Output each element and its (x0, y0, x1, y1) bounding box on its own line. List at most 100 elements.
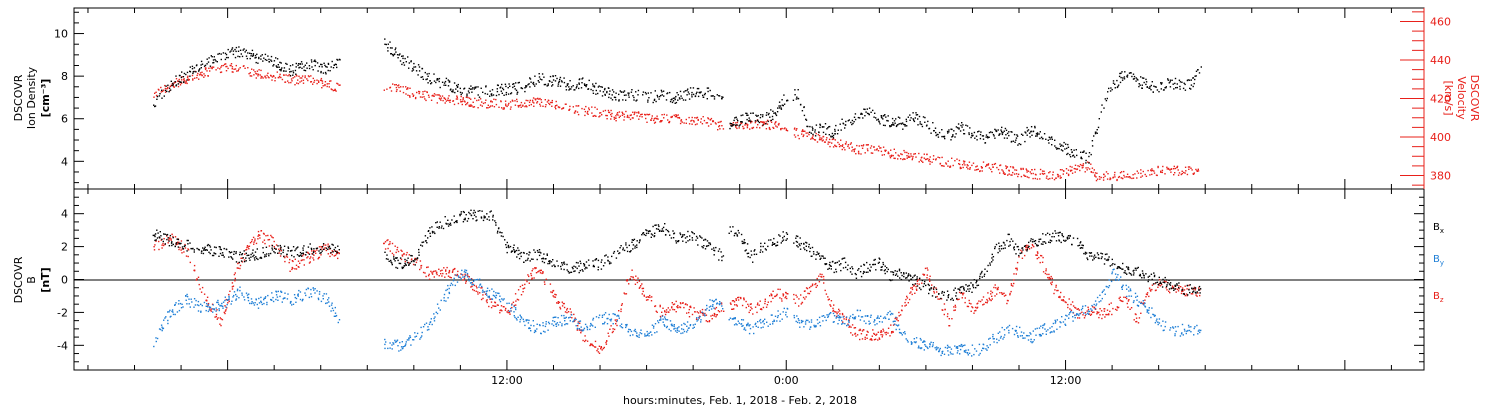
velocity-point (644, 113, 646, 116)
velocity-point (668, 121, 670, 124)
bz-point (961, 292, 964, 295)
bz-point (425, 275, 427, 278)
velocity-point (968, 161, 971, 163)
velocity-point (918, 152, 920, 155)
density-point (1051, 136, 1053, 138)
density-point (866, 112, 869, 115)
by-point (197, 300, 200, 303)
velocity-point (203, 76, 205, 78)
by-point (736, 324, 738, 326)
by-point (404, 344, 407, 347)
bz-point (807, 292, 809, 295)
bz-point (986, 298, 988, 301)
velocity-point (858, 145, 860, 147)
density-point (695, 93, 697, 95)
by-point (569, 316, 571, 318)
density-point (460, 93, 462, 96)
density-point (809, 125, 811, 128)
velocity-point (964, 160, 966, 163)
velocity-point (167, 86, 169, 89)
velocity-point (526, 106, 528, 108)
by-point (699, 315, 701, 318)
bz-point (705, 314, 708, 316)
velocity-point (1177, 169, 1179, 171)
bz-point (1155, 289, 1157, 291)
velocity-point (769, 128, 771, 131)
by-point (175, 302, 177, 304)
by-point (716, 302, 718, 304)
bz-point (476, 287, 478, 289)
density-point (163, 95, 165, 97)
density-point (324, 71, 327, 74)
density-point (699, 91, 701, 94)
density-point (749, 119, 751, 121)
density-point (1165, 86, 1167, 88)
density-point (430, 82, 433, 84)
density-point (899, 117, 901, 119)
bz-point (1009, 294, 1011, 296)
by-point (1088, 310, 1091, 313)
density-point (710, 95, 712, 97)
bz-point (441, 269, 443, 271)
density-point (203, 65, 206, 67)
bz-point (1116, 306, 1118, 308)
density-point (558, 81, 560, 84)
velocity-point (466, 101, 469, 104)
bottom-ytick-label: 0 (61, 274, 68, 287)
density-point (551, 85, 553, 87)
bz-point (767, 301, 769, 303)
bz-point (313, 250, 315, 252)
by-point (1099, 294, 1101, 296)
density-point (337, 59, 339, 61)
by-point (412, 339, 414, 341)
bz-point (1108, 314, 1110, 316)
density-point (384, 43, 386, 45)
bz-point (659, 315, 662, 318)
bz-point (436, 273, 438, 276)
velocity-point (504, 100, 507, 102)
by-point (568, 317, 570, 319)
density-point (675, 101, 678, 104)
bz-point (785, 295, 787, 298)
velocity-point (1188, 168, 1190, 170)
velocity-point (476, 99, 478, 102)
velocity-point (1149, 174, 1151, 176)
velocity-point (524, 102, 526, 104)
density-point (810, 132, 812, 134)
by-point (650, 331, 652, 333)
velocity-point (414, 97, 417, 100)
velocity-point (1120, 171, 1123, 173)
velocity-point (230, 63, 233, 65)
by-point (280, 291, 283, 293)
by-point (578, 320, 580, 323)
density-point (275, 57, 277, 59)
top-y2tick-label: 460 (1430, 15, 1451, 28)
bz-point (745, 306, 747, 309)
density-point (697, 87, 700, 90)
by-point (992, 338, 994, 340)
velocity-point (383, 89, 385, 91)
bz-point (475, 285, 477, 287)
bz-point (708, 320, 711, 322)
velocity-point (392, 83, 394, 85)
density-point (1054, 139, 1056, 141)
top-ytick-label: 10 (54, 28, 68, 41)
density-point (1066, 147, 1068, 150)
bz-point (686, 312, 688, 314)
density-point (600, 86, 602, 88)
density-point (831, 135, 834, 138)
bz-point (185, 255, 188, 257)
velocity-point (418, 91, 421, 93)
bz-point (1059, 295, 1061, 298)
velocity-point (192, 79, 194, 81)
density-point (606, 90, 608, 93)
bz-point (630, 276, 632, 278)
velocity-point (546, 101, 549, 103)
velocity-point (705, 122, 707, 124)
velocity-point (249, 72, 251, 74)
density-point (1148, 87, 1150, 89)
velocity-point (1012, 167, 1015, 169)
density-point (1141, 84, 1143, 86)
density-point (822, 131, 825, 134)
